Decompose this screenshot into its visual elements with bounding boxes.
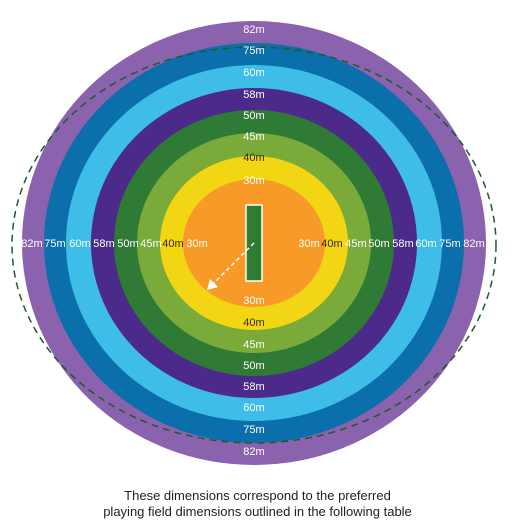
- caption-line-1: These dimensions correspond to the prefe…: [124, 488, 391, 503]
- caption-line-2: playing field dimensions outlined in the…: [103, 504, 412, 519]
- ring-label-82m-right: 82m: [463, 238, 484, 250]
- ring-label-82m-left: 82m: [21, 238, 42, 250]
- ring-label-75m-top: 75m: [243, 45, 264, 57]
- ring-label-75m-right: 75m: [439, 238, 460, 250]
- ring-label-60m-bottom: 60m: [243, 402, 264, 414]
- ring-label-60m-right: 60m: [415, 238, 436, 250]
- ring-label-58m-right: 58m: [392, 238, 413, 250]
- ring-label-60m-left: 60m: [69, 238, 90, 250]
- ring-label-75m-left: 75m: [44, 238, 65, 250]
- ring-label-40m-bottom: 40m: [243, 317, 264, 329]
- ring-label-45m-right: 45m: [345, 238, 366, 250]
- ring-label-45m-bottom: 45m: [243, 339, 264, 351]
- ring-label-50m-bottom: 50m: [243, 360, 264, 372]
- ring-label-50m-left: 50m: [117, 238, 138, 250]
- ring-label-30m-bottom: 30m: [243, 295, 264, 307]
- ring-label-60m-top: 60m: [243, 67, 264, 79]
- ring-label-30m-top: 30m: [243, 175, 264, 187]
- ring-label-58m-top: 58m: [243, 89, 264, 101]
- ring-label-58m-left: 58m: [93, 238, 114, 250]
- ring-label-40m-left: 40m: [162, 238, 183, 250]
- ring-label-30m-left: 30m: [186, 238, 207, 250]
- ring-label-40m-right: 40m: [321, 238, 342, 250]
- ring-label-58m-bottom: 58m: [243, 381, 264, 393]
- ring-label-82m-top: 82m: [243, 24, 264, 36]
- ring-label-45m-left: 45m: [140, 238, 161, 250]
- ring-label-40m-top: 40m: [243, 152, 264, 164]
- ring-label-75m-bottom: 75m: [243, 424, 264, 436]
- ring-label-82m-bottom: 82m: [243, 446, 264, 458]
- ring-label-50m-right: 50m: [368, 238, 389, 250]
- preferred-boundary-dashed-line: [11, 46, 497, 444]
- radius-arrow: [207, 242, 255, 290]
- ring-label-50m-top: 50m: [243, 110, 264, 122]
- ring-label-45m-top: 45m: [243, 131, 264, 143]
- ring-label-30m-right: 30m: [298, 238, 319, 250]
